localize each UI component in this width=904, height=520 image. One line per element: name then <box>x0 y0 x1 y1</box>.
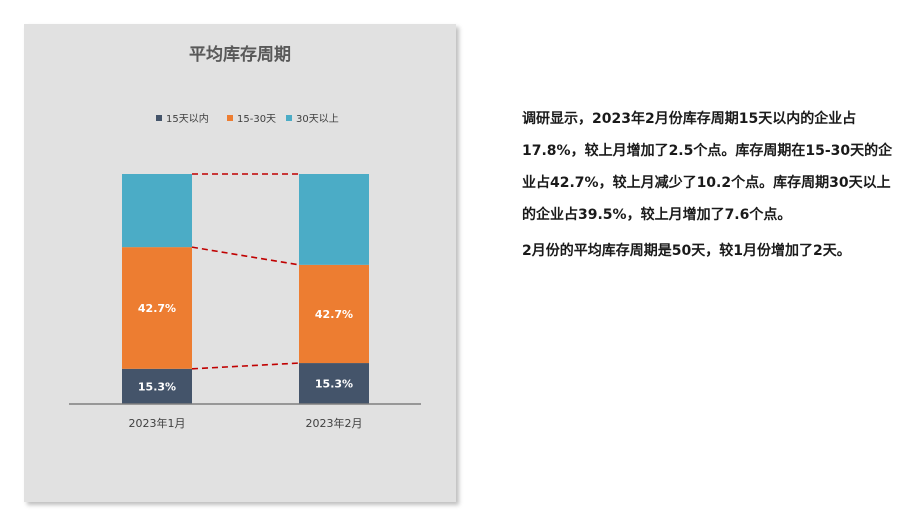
summary-paragraph-1: 调研显示，2023年2月份库存周期15天以内的企业占17.8%，较上月增加了2.… <box>522 111 893 223</box>
data-label: 15.3% <box>315 378 353 391</box>
data-label: 42.7% <box>138 302 176 315</box>
legend-label: 15天以内 <box>166 112 209 125</box>
x-tick-label: 2023年2月 <box>306 416 363 430</box>
bar-segment <box>299 363 369 404</box>
legend-swatch <box>286 115 292 121</box>
stacked-bar-chart: 平均库存周期 15天以内 15-30天 30天以上 15.3% 42.7% 15.3% 4… <box>69 44 421 430</box>
chart-title: 平均库存周期 <box>189 44 291 65</box>
bar-segment <box>122 174 192 248</box>
connector-lines <box>191 173 300 370</box>
bar-segment <box>299 174 369 265</box>
legend: 15天以内 15-30天 30天以上 <box>156 112 339 125</box>
bars: 15.3% 42.7% 15.3% 42.7% <box>122 174 369 404</box>
bar-segment <box>299 264 369 364</box>
summary-paragraph-2: 2月份的平均库存周期是50天，较1月份增加了2天。 <box>522 243 851 259</box>
bar-segment <box>122 247 192 369</box>
legend-swatch <box>227 115 233 121</box>
x-tick-label: 2023年1月 <box>129 416 186 430</box>
connector-line <box>191 246 300 266</box>
summary-text: 调研显示，2023年2月份库存周期15天以内的企业占17.8%，较上月增加了2.… <box>522 103 894 267</box>
legend-swatch <box>156 115 162 121</box>
legend-label: 15-30天 <box>237 114 276 125</box>
data-label: 15.3% <box>138 380 176 393</box>
connector-line <box>191 362 300 370</box>
x-tick-labels: 2023年1月 2023年2月 <box>129 416 363 430</box>
chart-panel: 平均库存周期 15天以内 15-30天 30天以上 15.3% 42.7% 15.3% 4… <box>24 24 456 502</box>
data-label: 42.7% <box>315 308 353 321</box>
bar-segment <box>122 368 192 404</box>
legend-label: 30天以上 <box>296 113 339 125</box>
